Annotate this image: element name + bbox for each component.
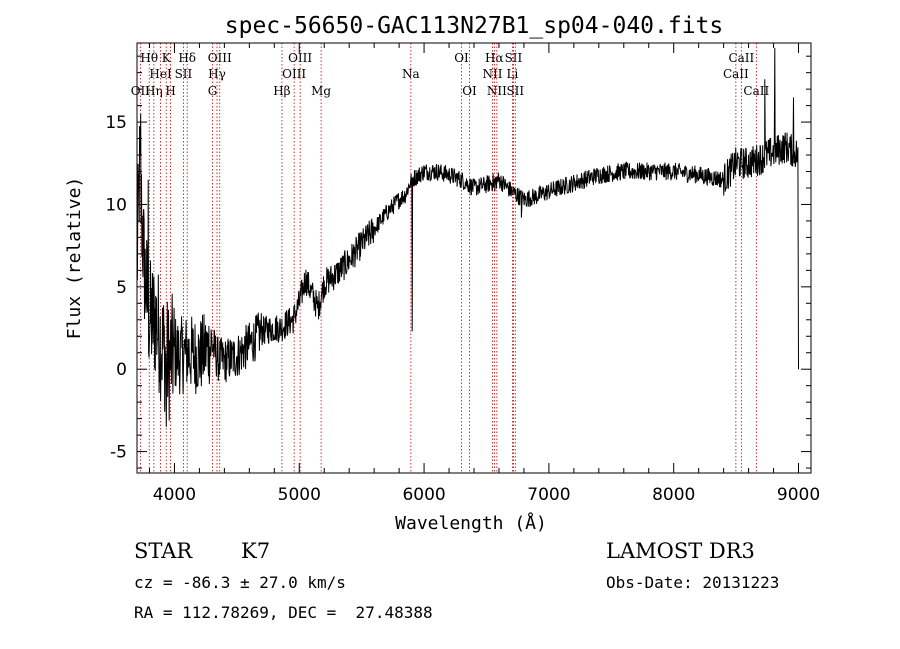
line-label: Hγ: [208, 67, 226, 81]
coordinates-label: RA = 112.78269, DEC = 27.48388: [134, 603, 433, 622]
x-tick-label: 8000: [652, 485, 695, 505]
line-label: OIII: [282, 67, 306, 81]
line-label: Hη: [145, 84, 163, 98]
line-label: Na: [402, 67, 420, 81]
spectrum-line: [137, 47, 799, 427]
x-axis-label: Wavelength (Å): [395, 512, 547, 534]
emission-line-markers: OIIHθHηHeIKHSIIHδGHγOIIIHβOIIIOIIIMgNaOI…: [131, 43, 769, 473]
line-label: OI: [454, 51, 469, 65]
x-tick-label: 4000: [153, 485, 196, 505]
plot-frame: [136, 42, 812, 474]
y-tick-label: 10: [105, 195, 127, 215]
x-tick-label: 7000: [527, 485, 570, 505]
spectrum-series: [137, 47, 799, 427]
redshift-label: cz = -86.3 ± 27.0 km/s: [134, 573, 346, 592]
line-label: Hδ: [178, 51, 196, 65]
x-tick-label: 5000: [278, 485, 321, 505]
line-label: CaII: [728, 51, 754, 65]
line-label: G: [208, 84, 218, 98]
line-label: K: [162, 51, 172, 65]
line-label: OII: [131, 84, 151, 98]
line-label: Li: [507, 67, 519, 81]
line-label: Hθ: [140, 51, 158, 65]
survey-name: LAMOST DR3: [606, 539, 755, 563]
line-label: Hβ: [273, 84, 290, 98]
line-label: SII: [175, 67, 193, 81]
line-label: CaII: [743, 84, 769, 98]
y-axis-label: Flux (relative): [64, 177, 85, 340]
chart-title: spec-56650-GAC113N27B1_sp04-040.fits: [225, 13, 724, 39]
obs-date: Obs-Date: 20131223: [606, 573, 780, 592]
object-subclass: K7: [241, 539, 271, 563]
line-label: Hα: [485, 51, 504, 65]
object-class: STAR: [134, 539, 193, 563]
line-label: NII: [487, 84, 507, 98]
line-label: OI: [462, 84, 477, 98]
x-tick-label: 9000: [777, 485, 820, 505]
line-label: OIII: [208, 51, 232, 65]
y-tick-label: -5: [110, 443, 127, 463]
line-label: SII: [506, 84, 524, 98]
line-label: SII: [505, 51, 523, 65]
line-label: CaII: [723, 67, 749, 81]
x-tick-label: 6000: [402, 485, 445, 505]
y-tick-label: 0: [116, 360, 127, 380]
line-label: Mg: [311, 84, 331, 98]
line-label: NII: [482, 67, 502, 81]
line-label: HeI: [149, 67, 172, 81]
line-label: OIII: [288, 51, 312, 65]
line-label: H: [165, 84, 175, 98]
axes: 4000 5000 6000 7000 8000 9000 -5 0 5 10 15: [105, 43, 820, 505]
y-tick-label: 5: [116, 278, 127, 298]
y-tick-label: 15: [105, 113, 127, 133]
